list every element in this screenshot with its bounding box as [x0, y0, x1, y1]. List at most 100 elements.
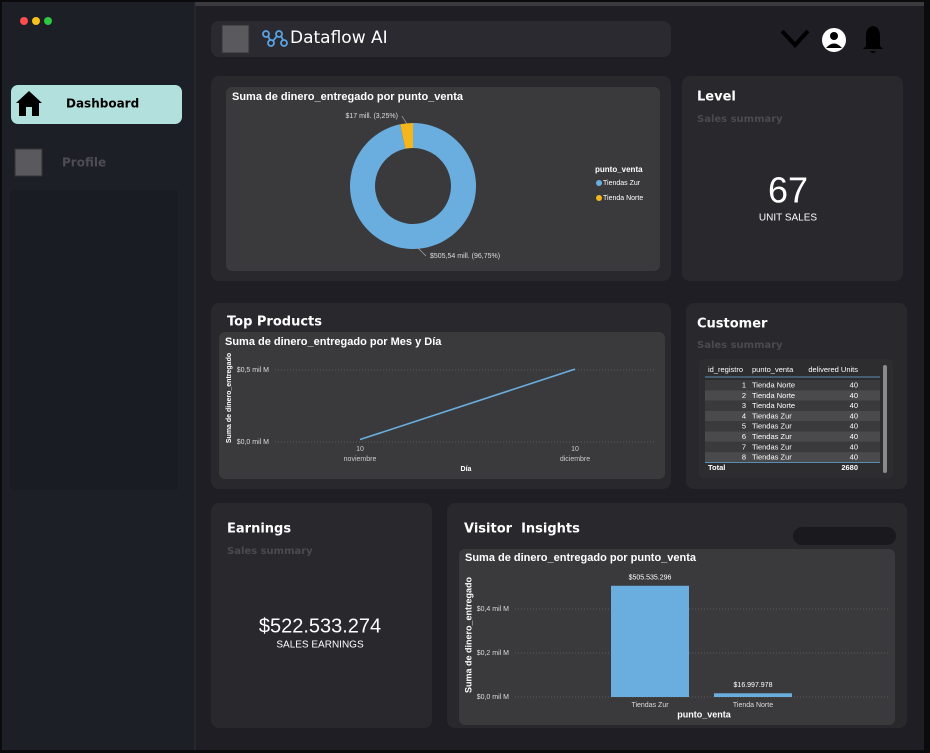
table-cell: 4 — [742, 411, 746, 420]
table-row — [705, 441, 880, 453]
data-label: $505,54 mill. (96,75%) — [430, 253, 500, 260]
pie-slice — [350, 123, 477, 250]
table-cell: Tiendas Zur — [752, 422, 792, 431]
data-label: $17 mill. (3,25%) — [345, 113, 398, 120]
y-tick-label: $0,0 mil M — [477, 694, 509, 701]
table-cell: Tienda Norte — [752, 380, 795, 389]
home-icon — [16, 91, 42, 116]
legend-swatch — [596, 180, 602, 186]
table-cell: 3 — [742, 401, 746, 410]
header-bar — [211, 21, 671, 57]
chart-panel — [219, 332, 665, 479]
table-cell: Tiendas Zur — [752, 432, 792, 441]
data-label: $505.535.296 — [629, 575, 672, 582]
leader-line — [401, 115, 408, 125]
kpi-caption: UNIT SALES — [759, 213, 817, 224]
table-row — [705, 410, 880, 422]
card — [682, 76, 903, 281]
line-series — [359, 368, 576, 441]
y-tick-label: $0,4 mil M — [477, 606, 509, 613]
x-axis-title: Día — [461, 466, 472, 473]
chart-panel — [226, 87, 660, 271]
table-header: id_registro — [708, 365, 743, 374]
data-label: $16.997.978 — [734, 682, 773, 689]
user-icon[interactable] — [822, 28, 846, 52]
y-tick-label: $0,2 mil M — [477, 650, 509, 657]
table-cell: 7 — [742, 442, 746, 451]
card-title: Earnings — [227, 522, 291, 537]
maximize-dot[interactable] — [44, 17, 52, 25]
card-title: Visitor Insights — [464, 522, 580, 537]
card — [211, 503, 432, 728]
bar — [714, 693, 792, 697]
kpi-value: $522.533.274 — [259, 615, 381, 637]
table-cell: 40 — [850, 453, 858, 462]
minimize-dot[interactable] — [32, 17, 40, 25]
card-title: Customer — [697, 317, 768, 332]
table-cell: 6 — [742, 432, 746, 441]
table-row — [705, 400, 880, 411]
table-cell: 40 — [850, 391, 858, 400]
brand-name: Dataflow AI — [290, 28, 388, 48]
y-tick-label: $0,5 mil M — [237, 367, 269, 374]
table-row — [705, 431, 880, 442]
x-tick-label: Tiendas Zur — [631, 702, 669, 709]
table-row — [705, 390, 880, 401]
x-tick-label: 10 — [571, 446, 579, 453]
card-title: Level — [697, 90, 736, 105]
card-title: Top Products — [227, 315, 322, 330]
table-cell: 40 — [850, 442, 858, 451]
filter-pill[interactable] — [793, 527, 896, 545]
table-total-label: Total — [708, 463, 725, 472]
table-cell: Tienda Norte — [752, 401, 795, 410]
x-tick-label: 10 — [356, 446, 364, 453]
card-subtitle: Sales summary — [697, 114, 783, 125]
x-tick-label: noviembre — [344, 456, 377, 463]
table-body: 1 Tienda Norte 40 2 Tienda Norte 40 3 Tienda No… — [705, 380, 880, 462]
kpi-value: 67 — [768, 170, 808, 211]
card-subtitle: Sales summary — [697, 340, 783, 351]
nav-dashboard[interactable]: Dashboard — [11, 85, 182, 124]
chevron-icon[interactable] — [780, 29, 810, 48]
bell-icon[interactable] — [863, 26, 883, 53]
leader-line — [417, 247, 427, 257]
table-cell: Tiendas Zur — [752, 442, 792, 451]
card-subtitle: Sales summary — [227, 546, 313, 557]
table-cell: 1 — [742, 380, 746, 389]
header-avatar[interactable] — [221, 24, 250, 54]
table-cell: 40 — [850, 401, 858, 410]
scrollbar[interactable] — [883, 365, 887, 473]
nav-button[interactable] — [11, 85, 182, 124]
nav-label[interactable]: Profile — [62, 156, 106, 170]
legend-label: Tiendas Zur — [603, 180, 641, 187]
kpi-caption: SALES EARNINGS — [276, 640, 364, 651]
x-tick-label: diciembre — [560, 456, 590, 463]
home-door — [26, 107, 32, 116]
table-header: delivered Units — [808, 365, 858, 374]
top-strip — [195, 2, 924, 6]
table-cell: 40 — [850, 432, 858, 441]
table-cell: Tiendas Zur — [752, 453, 792, 462]
y-axis-title: Suma de dinero_entregado — [463, 576, 473, 693]
nav-profile[interactable]: Profile — [14, 148, 106, 177]
table-cell: 40 — [850, 422, 858, 431]
nav-label[interactable]: Dashboard — [66, 97, 139, 111]
y-tick-label: $0,0 mil M — [237, 439, 269, 446]
close-dot[interactable] — [20, 17, 28, 25]
bar — [611, 585, 689, 697]
x-axis-title: punto_venta — [677, 709, 731, 719]
table-row — [705, 452, 880, 462]
chart-title: Suma de dinero_entregado por punto_venta — [232, 91, 464, 103]
table-total-value: 2680 — [841, 463, 858, 472]
table-cell: 40 — [850, 380, 858, 389]
brand-logo — [262, 30, 288, 47]
x-tick-label: Tienda Norte — [733, 702, 773, 709]
pie-slice — [400, 123, 413, 149]
table-cell: 40 — [850, 411, 858, 420]
table-cell: 5 — [742, 422, 746, 431]
profile-icon[interactable] — [14, 148, 43, 177]
legend-swatch — [596, 195, 602, 201]
y-axis-title: Suma de dinero_entregado — [226, 353, 233, 443]
